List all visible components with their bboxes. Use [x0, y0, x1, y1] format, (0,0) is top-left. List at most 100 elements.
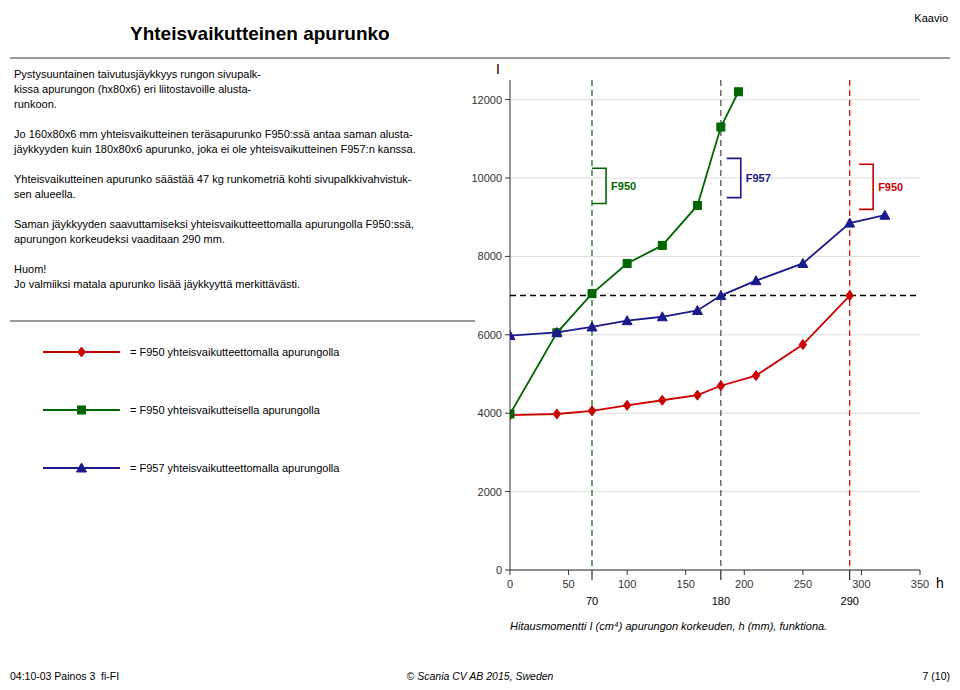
text-line: Yhteisvaikutteinen apurunko säästää 47 k… — [14, 173, 412, 185]
bracket-label: F957 — [746, 172, 771, 184]
bracket — [727, 158, 741, 197]
point — [622, 316, 632, 325]
text-line: sen alueella. — [14, 188, 76, 200]
legend-label: = F950 yhteisvaikutteettomalla apurungol… — [130, 346, 340, 358]
x-tick-label: 150 — [677, 578, 695, 590]
title: Yhteisvaikutteinen apurunko — [130, 23, 390, 44]
y-tick-label: 10000 — [471, 172, 502, 184]
extra-x-tick — [849, 570, 850, 580]
x-tick — [920, 570, 921, 575]
footer-right: 7 (10) — [923, 670, 950, 682]
text-line: Jo valmiiksi matala apurunko lisää jäykk… — [14, 278, 300, 290]
extra-x-tick-label: 180 — [712, 595, 730, 607]
bracket — [859, 164, 873, 209]
y-tick — [505, 178, 510, 179]
y-tick-label: 0 — [496, 564, 502, 576]
legend-rule — [10, 321, 475, 322]
text-line: Huom! — [14, 263, 46, 275]
grid-line — [510, 99, 920, 100]
point — [588, 406, 596, 416]
x-tick — [802, 570, 803, 575]
grid-line — [510, 178, 920, 179]
extra-x-tick — [592, 570, 593, 580]
point — [799, 340, 807, 350]
point — [717, 123, 725, 131]
x-axis-label: h — [936, 575, 944, 591]
y-tick — [505, 570, 510, 571]
x-tick — [510, 570, 511, 575]
text-line: runkoon. — [14, 98, 57, 110]
bracket-label: F950 — [611, 180, 636, 192]
point — [716, 291, 726, 300]
point — [510, 331, 515, 340]
x-tick — [568, 570, 569, 575]
panel-label: Kaavio — [914, 12, 948, 24]
y-tick-label: 12000 — [471, 94, 502, 106]
x-tick-label: 300 — [852, 578, 870, 590]
series-line — [510, 215, 885, 335]
grid-line — [510, 491, 920, 492]
extra-x-tick — [720, 570, 721, 580]
y-axis-label: I — [496, 61, 500, 77]
grid-line — [510, 334, 920, 335]
page: Yhteisvaikutteinen apurunko Kaavio Pystysu… — [0, 0, 960, 690]
point — [510, 410, 514, 418]
point — [510, 410, 514, 420]
caption: Hitausmomentti I (cm⁴) apurungon korkeud… — [510, 620, 827, 632]
x-tick — [627, 570, 628, 575]
legend-marker — [78, 406, 86, 414]
y-tick — [505, 99, 510, 100]
point — [880, 210, 890, 219]
legend-label: = F950 yhteisvaikutteisella apurungolla — [130, 404, 321, 416]
axes: 0200040006000800010000120000501001502002… — [471, 80, 929, 607]
y-tick-label: 2000 — [478, 486, 502, 498]
grid-line — [510, 570, 920, 571]
text-block: Pystysuuntainen taivutusjäykkyys rungon … — [13, 68, 416, 290]
bracket-label: F950 — [878, 181, 903, 193]
text-line: jäykkyyden kuin 180x80x6 apurunko, joka … — [13, 143, 416, 155]
text-line: kissa apurungon (hx80x6) eri liitostavoi… — [14, 83, 252, 95]
x-tick-label: 0 — [507, 578, 513, 590]
footer-center: © Scania CV AB 2015, Sweden — [407, 670, 554, 682]
series — [510, 210, 890, 339]
x-tick — [744, 570, 745, 575]
point — [623, 400, 631, 410]
point — [588, 290, 596, 298]
point — [845, 218, 855, 227]
reference-vline — [849, 80, 850, 570]
text-line: Jo 160x80x6 mm yhteisvaikutteinen teräsa… — [14, 128, 413, 140]
footer-left: 04:10-03 Painos 3 fi-FI — [10, 670, 119, 682]
point — [734, 88, 742, 96]
bracket — [592, 168, 606, 203]
y-tick-label: 6000 — [478, 329, 502, 341]
text-line: apurungon korkeudeksi vaaditaan 290 mm. — [14, 233, 225, 245]
legend-marker — [77, 463, 87, 472]
reference-vline — [720, 80, 721, 570]
x-tick — [861, 570, 862, 575]
x-tick-label: 250 — [794, 578, 812, 590]
extra-x-tick-label: 290 — [841, 595, 859, 607]
point — [751, 276, 761, 285]
header-rule — [10, 58, 950, 59]
legend-marker — [78, 347, 86, 357]
extra-x-tick-label: 70 — [586, 595, 598, 607]
y-tick — [505, 256, 510, 257]
point — [798, 258, 808, 267]
point — [694, 390, 702, 400]
point — [846, 291, 854, 301]
point — [552, 327, 562, 336]
text-line: Pystysuuntainen taivutusjäykkyys rungon … — [14, 68, 261, 80]
point — [587, 322, 597, 331]
y-tick — [505, 413, 510, 414]
series — [510, 88, 742, 418]
y-tick-label: 4000 — [478, 407, 502, 419]
x-tick-label: 100 — [618, 578, 636, 590]
reference-hline — [510, 295, 920, 297]
y-tick — [505, 491, 510, 492]
point — [657, 312, 667, 321]
y-tick-label: 8000 — [478, 250, 502, 262]
point — [659, 395, 667, 405]
point — [623, 259, 631, 267]
x-tick-label: 50 — [562, 578, 574, 590]
grid-line — [510, 256, 920, 257]
